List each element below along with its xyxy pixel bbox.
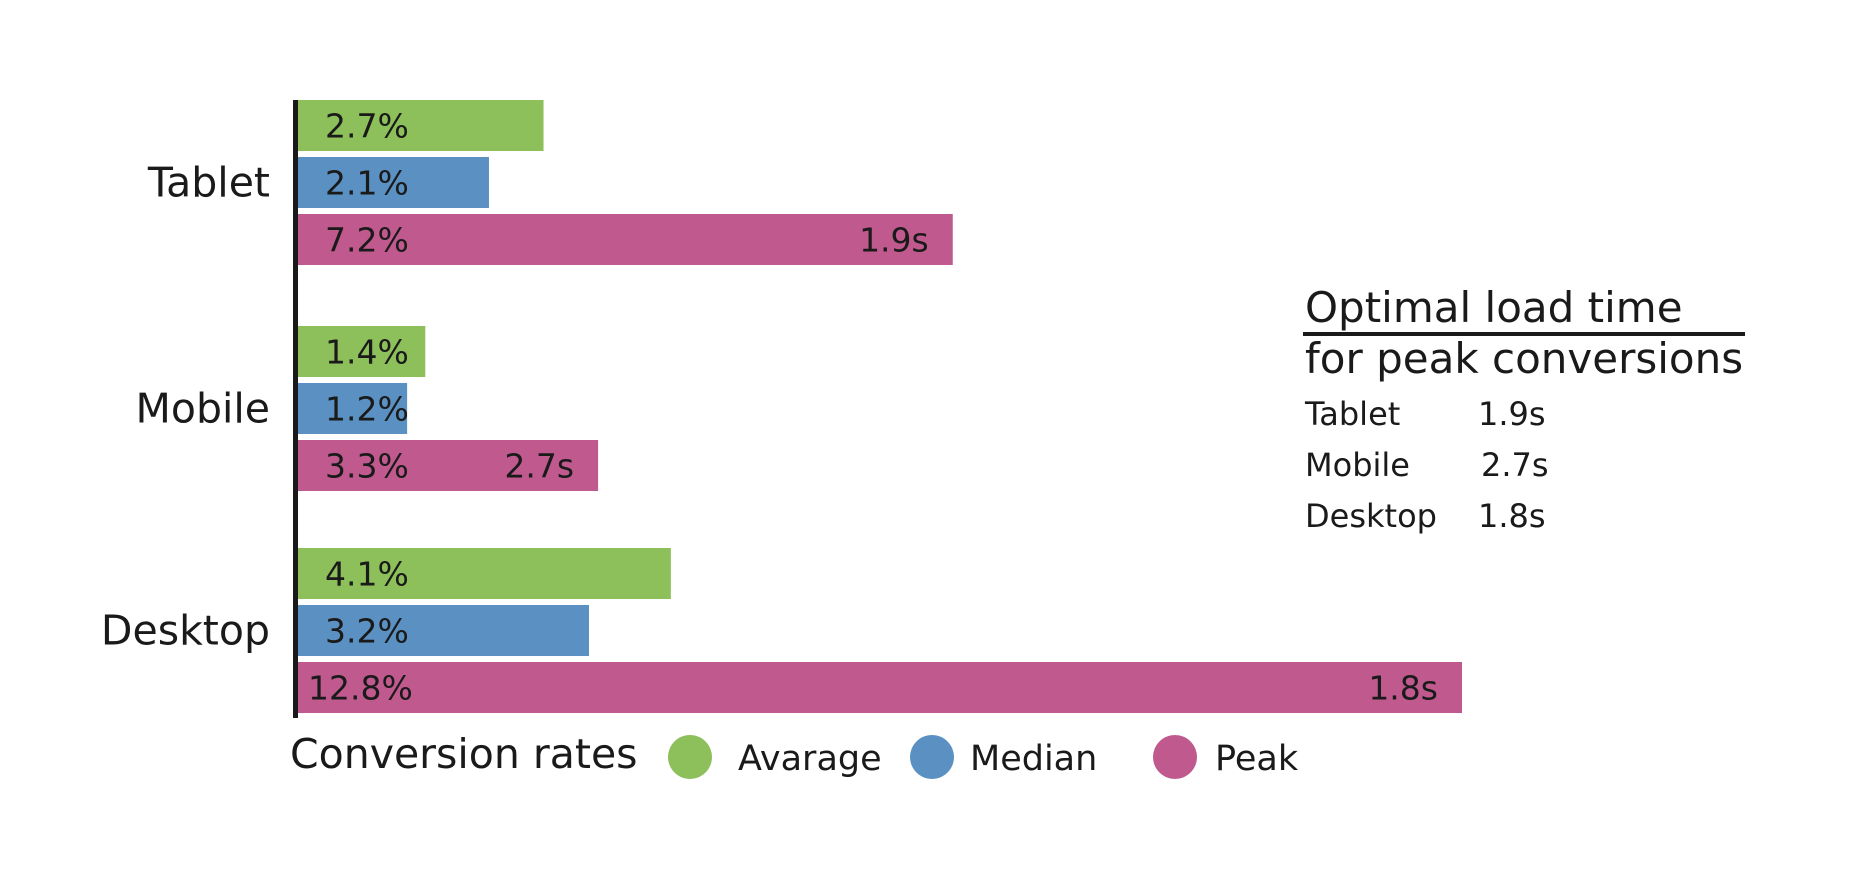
- category-label: Desktop: [101, 607, 270, 655]
- bar: [298, 440, 599, 491]
- category-label: Mobile: [136, 385, 271, 433]
- bar-value-label: 1.2%: [325, 390, 409, 429]
- bar-value-label: 2.1%: [325, 164, 409, 203]
- bar-value-label: 7.2%: [325, 221, 409, 260]
- side-row-time: 1.8s: [1478, 497, 1546, 535]
- bar: [298, 157, 489, 208]
- bar-value-label: 1.4%: [325, 333, 409, 372]
- load-time-label: 1.9s: [859, 221, 929, 260]
- side-panel-title-line1: Optimal load time: [1305, 283, 1683, 332]
- bar: [298, 548, 671, 599]
- bar: [298, 100, 544, 151]
- bar-value-label: 3.3%: [325, 447, 409, 486]
- bar: [298, 383, 408, 434]
- legend-marker: [1153, 735, 1197, 779]
- legend-label: Avarage: [738, 739, 882, 779]
- category-label: Tablet: [147, 159, 270, 207]
- bar-value-label: 12.8%: [308, 669, 413, 708]
- legend-label: Median: [970, 739, 1097, 779]
- side-panel-title-line2: for peak conversions: [1305, 334, 1743, 383]
- side-row-device: Mobile: [1305, 446, 1410, 484]
- bar: [298, 214, 953, 265]
- side-row-device: Tablet: [1304, 395, 1400, 433]
- legend-marker: [910, 735, 954, 779]
- legend-marker: [668, 735, 712, 779]
- side-row-device: Desktop: [1305, 497, 1437, 535]
- load-time-label: 1.8s: [1368, 669, 1438, 708]
- side-row-time: 2.7s: [1481, 446, 1549, 484]
- legend: Avarage Median Peak: [668, 735, 1299, 779]
- legend-label: Peak: [1215, 739, 1299, 779]
- bar: [298, 662, 1462, 713]
- bar-value-label: 3.2%: [325, 612, 409, 651]
- bar: [298, 326, 426, 377]
- side-row-time: 1.9s: [1478, 395, 1546, 433]
- load-time-label: 2.7s: [504, 447, 574, 486]
- bar-value-label: 4.1%: [325, 555, 409, 594]
- legend-title: Conversion rates: [290, 730, 638, 778]
- y-axis-line: [293, 100, 298, 718]
- bar-value-label: 2.7%: [325, 107, 409, 146]
- bar: [298, 605, 589, 656]
- category-labels: Tablet Mobile Desktop: [101, 159, 270, 655]
- bars-group: 2.7% 2.1% 7.2% 1.9s 1.4% 1.2% 3.3% 2.7s 4.1% 3.2%…: [298, 100, 1462, 713]
